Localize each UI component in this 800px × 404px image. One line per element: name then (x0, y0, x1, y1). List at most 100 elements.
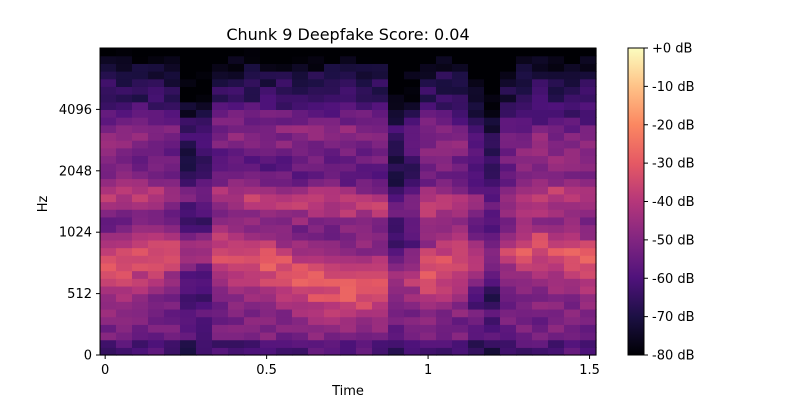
spectrogram-cell (244, 86, 261, 95)
spectrogram-cell (340, 285, 357, 295)
spectrogram-cell (580, 193, 597, 203)
spectrogram-cell (580, 63, 597, 72)
spectrogram-cell (500, 193, 517, 203)
spectrogram-cell (116, 347, 133, 356)
spectrogram-cell (196, 86, 213, 95)
spectrogram-cell (276, 132, 293, 141)
spectrogram-cell (500, 255, 517, 264)
spectrogram-cell (468, 132, 485, 141)
spectrogram-cell (436, 155, 453, 164)
x-tick-label: 0 (101, 363, 109, 378)
spectrogram-cell (388, 262, 405, 272)
spectrogram-cell (228, 86, 245, 95)
spectrogram-cell (356, 48, 373, 57)
spectrogram-cell (580, 224, 597, 233)
spectrogram-cell (228, 324, 245, 333)
spectrogram-cell (212, 170, 229, 180)
spectrogram-cell (356, 324, 373, 333)
spectrogram-cell (196, 63, 213, 72)
spectrogram-cell (212, 301, 229, 310)
spectrogram-cell (116, 316, 133, 325)
spectrogram-cell (100, 48, 117, 57)
spectrogram-cell (324, 247, 341, 256)
spectrogram-cell (244, 270, 261, 279)
spectrogram-cell (324, 224, 341, 233)
spectrogram-cell (292, 293, 309, 302)
spectrogram-cell (500, 247, 517, 256)
spectrogram-cell (404, 316, 421, 325)
spectrogram-cell (164, 293, 181, 302)
colorbar-ticks: +0 dB -10 dB -20 dB -30 dB -40 dB -50 dB -60 d… (644, 42, 695, 364)
spectrogram-cell (500, 124, 517, 134)
spectrogram-cell (532, 293, 549, 302)
spectrogram-cell (308, 178, 325, 187)
spectrogram-cell (244, 209, 261, 218)
spectrogram-cell (420, 71, 437, 80)
spectrogram-cell (132, 347, 149, 356)
spectrogram-cell (372, 193, 389, 203)
spectrogram-cell (516, 117, 533, 126)
spectrogram-cell (372, 224, 389, 233)
spectrogram-cell (148, 186, 165, 195)
spectrogram-cell (116, 247, 133, 256)
spectrogram-cell (116, 232, 133, 241)
spectrogram-cell (244, 147, 261, 157)
spectrogram-cell (196, 239, 213, 249)
spectrogram-cell (548, 186, 565, 195)
spectrogram-cell (500, 262, 517, 272)
spectrogram-cell (372, 155, 389, 164)
spectrogram-cell (356, 124, 373, 134)
spectrogram-cell (356, 285, 373, 295)
spectrogram-cell (484, 232, 501, 241)
spectrogram-cell (500, 232, 517, 241)
spectrogram-cell (356, 262, 373, 272)
spectrogram-cell (516, 48, 533, 57)
spectrogram-cell (404, 239, 421, 249)
spectrogram-cell (356, 147, 373, 157)
spectrogram-cell (212, 163, 229, 172)
spectrogram-cell (436, 247, 453, 256)
spectrogram-cell (564, 247, 581, 256)
spectrogram-cell (244, 262, 261, 272)
y-tick-label: 512 (67, 287, 92, 302)
spectrogram-cell (308, 101, 325, 110)
spectrogram-cell (436, 278, 453, 287)
spectrogram-cell (132, 301, 149, 310)
spectrogram-cell (468, 285, 485, 295)
spectrogram-cell (132, 147, 149, 157)
spectrogram-cell (548, 147, 565, 157)
spectrogram-cell (340, 239, 357, 249)
spectrogram-cell (212, 78, 229, 87)
spectrogram-cell (484, 301, 501, 310)
spectrogram-cell (228, 301, 245, 310)
spectrogram-cell (404, 301, 421, 310)
spectrogram-cell (244, 170, 261, 180)
spectrogram-cell (468, 109, 485, 118)
spectrogram-cell (196, 247, 213, 256)
spectrogram-cell (228, 331, 245, 341)
spectrogram-cell (164, 132, 181, 141)
spectrogram-cell (420, 201, 437, 210)
spectrogram-cell (228, 216, 245, 226)
spectrogram-cell (116, 140, 133, 149)
spectrogram-cell (516, 232, 533, 241)
spectrogram-cell (388, 86, 405, 95)
spectrogram-cell (452, 132, 469, 141)
spectrogram-cell (116, 71, 133, 80)
spectrogram-cell (452, 124, 469, 134)
spectrogram-cell (148, 170, 165, 180)
spectrogram-cell (372, 308, 389, 318)
spectrogram-cell (100, 55, 117, 64)
spectrogram-cell (308, 147, 325, 157)
spectrogram-cell (356, 178, 373, 187)
spectrogram-cell (180, 339, 197, 348)
spectrogram-cell (100, 71, 117, 80)
spectrogram-cell (276, 209, 293, 218)
spectrogram-cell (228, 285, 245, 295)
spectrogram-cell (484, 278, 501, 287)
y-tick-label: 0 (84, 349, 92, 364)
spectrogram-cell (580, 78, 597, 87)
spectrogram-cell (548, 48, 565, 57)
spectrogram-cell (420, 48, 437, 57)
colorbar-tick-label: +0 dB (652, 42, 692, 57)
